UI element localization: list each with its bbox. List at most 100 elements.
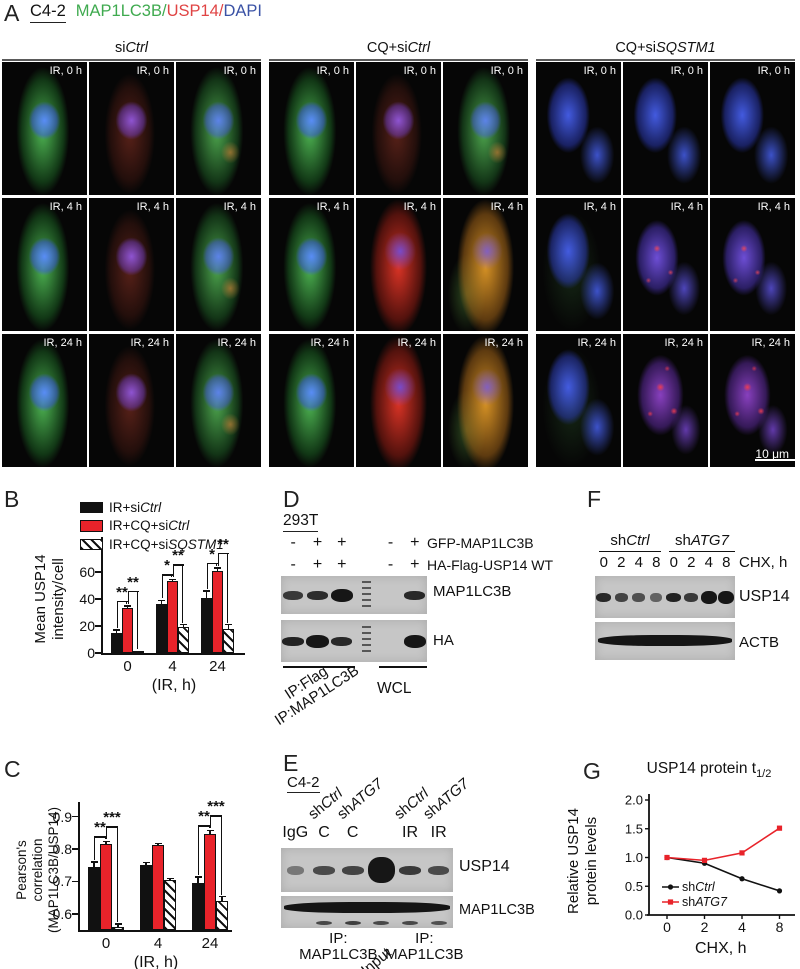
micrograph-tile: IR, 4 h [623, 198, 708, 331]
plus-minus-sign: + [410, 556, 420, 573]
blot-lane [630, 576, 648, 618]
blot-target-label: HA [433, 632, 454, 649]
bracket-leg [227, 552, 229, 623]
micrograph-row: IR, 24 h IR, 24 h IR, 24 h IR, 24 h IR, 24 h… [2, 334, 795, 467]
cell-line-label: 293T [283, 512, 319, 532]
error-bar-cap [158, 599, 165, 602]
bracket-leg [198, 825, 200, 876]
bracket-leg [127, 590, 129, 604]
condition-header: CQ+siSQSTM1 [536, 40, 795, 61]
y-axis-title-line: Pearson's correlation [14, 838, 45, 902]
y-axis-title-line: protein levels [582, 816, 600, 906]
error-bar [157, 843, 159, 845]
y-tick-label: 0.9 [52, 808, 72, 825]
micrograph-tile: IR, 4 h [176, 198, 261, 331]
micrograph-tile: IR, 24 h [176, 334, 261, 467]
tspan: Ctrl [695, 880, 716, 894]
micrograph-tile: IR, 4 h [356, 198, 441, 331]
error-bar-cap [218, 895, 226, 898]
error-bar [126, 605, 129, 609]
tick-label: 1.0 [625, 850, 643, 865]
panel-g-letter: G [583, 758, 601, 784]
x-tick-label: 0 [101, 935, 111, 952]
y-tick-label: 0 [87, 645, 95, 661]
bracket-leg [116, 600, 118, 629]
stain-map1lc3b-label: MAP1LC3B/ [75, 2, 167, 20]
timepoint-label: IR, 4 h [223, 201, 256, 213]
x-tick-label: 4 [153, 935, 163, 952]
blot-band [368, 857, 395, 883]
data-line-shATG7 [666, 827, 780, 862]
timepoint-label: IR, 0 h [403, 65, 436, 77]
timepoint-label: IR, 24 h [664, 337, 703, 349]
condition-header: CQ+siCtrl [269, 40, 528, 61]
timepoint-label: IR, 24 h [310, 337, 349, 349]
blot-usp14 [281, 848, 453, 892]
y-tick-label: 0.6 [52, 905, 72, 922]
blot-lane [665, 576, 683, 618]
tspan: sh [682, 880, 695, 894]
timepoint-label: IR, 24 h [130, 337, 169, 349]
tick-label: 0 [663, 919, 671, 935]
micrograph-tile: IR, 4 h [89, 198, 174, 331]
x-tick-label: 4 [168, 658, 177, 675]
legend-marker [667, 884, 674, 890]
error-bar-cap [166, 877, 174, 880]
text-part: CQ+si [366, 40, 408, 56]
bar [156, 604, 167, 653]
blot-target-label: ACTB [739, 634, 780, 651]
micrograph-tile: IR, 0 h [710, 62, 795, 195]
blot-lane [281, 848, 310, 892]
plus-minus-sign: - [290, 556, 296, 573]
panel-d-western: D 293T MAP1LC3B HA - + + - + GFP-MAP1LC3B - + + - + H… [272, 480, 553, 742]
error-bar-cap [214, 567, 221, 569]
panel-a-title: C4-2 MAP1LC3B/USP14/DAPI [30, 2, 262, 23]
blot-lane [396, 896, 425, 928]
blot-ha [281, 620, 427, 662]
error-bar [105, 841, 107, 845]
micrograph-tile: IR, 24 h [356, 334, 441, 467]
data-point [664, 854, 670, 861]
data-point [701, 857, 708, 863]
blot-band [632, 592, 646, 602]
plus-minus-sign: + [337, 534, 347, 551]
panel-e-letter: E [283, 750, 299, 776]
timepoint-label: IR, 4 h [316, 201, 349, 213]
tick-label: 1.5 [625, 821, 643, 836]
micrograph-tile: IR, 24 h 10 μm [710, 334, 795, 467]
bracket-leg [220, 815, 222, 895]
text-part: CQ+si [615, 40, 657, 56]
blot-band [428, 865, 450, 875]
tick-label: 4 [738, 919, 746, 935]
y-axis [78, 802, 80, 932]
x-axis-title: (IR, h) [133, 954, 179, 969]
blot-lane [310, 896, 339, 928]
significance-bracket [161, 574, 173, 576]
timepoint-label: IR, 24 h [484, 337, 523, 349]
blot-lane [700, 576, 718, 618]
error-bar-cap [90, 861, 98, 863]
tspan: sh [682, 895, 695, 909]
panel-a-micrographs: A C4-2 MAP1LC3B/USP14/DAPI siCtrl CQ+siCt… [0, 0, 800, 472]
chart-legend: IR+siCtrl IR+CQ+siCtrl IR+CQ+siSQSTM1 [80, 498, 224, 554]
blot-lane [424, 896, 453, 928]
y-axis-title: Relative USP14 protein levels [565, 796, 600, 926]
text-part: SQSTM1 [656, 40, 716, 56]
error-bar [93, 861, 95, 867]
timepoint-label: IR, 0 h [583, 65, 616, 77]
text-part: sh [675, 532, 691, 549]
bracket-leg [182, 564, 184, 623]
blot-band [313, 865, 335, 875]
panel-a-letter: A [4, 0, 20, 26]
timepoint-label: IR, 4 h [403, 201, 436, 213]
significance-stars: *** [103, 809, 121, 827]
significance-stars: ** [217, 535, 229, 553]
blot-subband [430, 921, 447, 925]
blot-lane [281, 620, 305, 662]
micrograph-tile: IR, 4 h [536, 198, 621, 331]
x-tick-label: 0 [123, 658, 132, 675]
x-axis-title: CHX, h [695, 940, 747, 957]
blot-lane [648, 576, 666, 618]
micrograph-tile: IR, 24 h [89, 334, 174, 467]
